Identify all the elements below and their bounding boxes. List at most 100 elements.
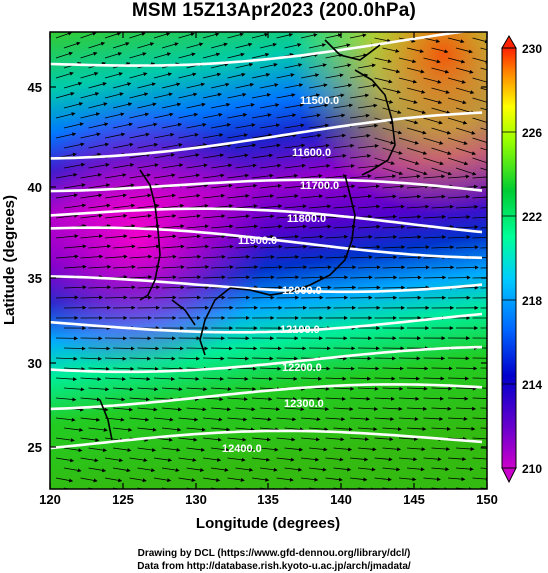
wind-arrow	[161, 203, 185, 209]
wind-arrow	[374, 275, 398, 280]
wind-arrow	[374, 255, 398, 260]
wind-arrow	[161, 467, 180, 473]
wind-arrow	[104, 295, 128, 300]
wind-arrow	[357, 406, 379, 411]
colorbar-tick-label: 214	[522, 378, 542, 392]
wind-arrow	[104, 52, 123, 59]
wind-arrow	[137, 366, 159, 371]
wind-arrow	[284, 447, 304, 452]
wind-arrow	[80, 417, 101, 422]
x-tick-label: 130	[185, 492, 207, 507]
wind-arrow	[202, 193, 226, 199]
wind-arrow	[63, 264, 87, 269]
wind-arrow	[227, 153, 249, 159]
wind-arrow	[480, 267, 487, 269]
wind-arrow	[308, 143, 330, 149]
wind-arrow	[55, 254, 79, 259]
wind-arrow	[276, 93, 296, 99]
wind-arrow	[259, 42, 277, 49]
wind-arrow	[251, 417, 272, 422]
wind-arrow	[251, 254, 275, 259]
wind-arrow	[382, 224, 406, 229]
wind-arrow	[308, 163, 331, 169]
wind-arrow	[80, 132, 101, 139]
wind-arrow	[153, 376, 176, 381]
wind-arrow	[88, 203, 111, 209]
wind-arrow	[357, 265, 381, 270]
wind-arrow	[63, 467, 82, 473]
wind-arrow	[63, 162, 86, 169]
wind-arrow	[349, 133, 371, 139]
wind-arrow	[276, 153, 298, 159]
wind-arrow	[398, 255, 422, 260]
wind-arrow	[104, 397, 126, 402]
wind-arrow	[88, 285, 112, 290]
wind-arrow	[300, 53, 319, 59]
wind-arrow	[227, 437, 247, 442]
wind-arrow	[284, 123, 305, 129]
plot-area	[50, 32, 487, 489]
wind-arrow	[227, 397, 248, 402]
wind-arrow	[455, 127, 476, 135]
wind-arrow	[137, 244, 161, 249]
wind-arrow	[63, 427, 84, 432]
wind-arrow	[398, 214, 422, 219]
wind-arrow	[227, 173, 250, 179]
wind-arrow	[374, 194, 397, 199]
wind-arrow	[423, 37, 441, 43]
wind-arrow	[447, 37, 465, 44]
wind-arrow	[104, 234, 128, 239]
wind-arrow	[210, 62, 229, 69]
wind-arrow	[88, 162, 110, 169]
wind-arrow	[161, 244, 185, 249]
wind-arrow	[259, 447, 279, 452]
wind-arrow	[210, 407, 232, 412]
wind-arrow	[153, 32, 171, 39]
wind-arrow	[227, 477, 245, 482]
wind-arrow	[178, 132, 199, 139]
wind-arrow	[80, 397, 101, 402]
wind-arrow	[431, 167, 453, 176]
wind-arrow	[88, 366, 110, 371]
wind-arrow	[104, 254, 128, 259]
wind-arrow	[227, 254, 251, 259]
wind-arrow	[423, 214, 446, 219]
wind-arrow	[210, 82, 230, 89]
wind-arrow	[406, 147, 428, 155]
wind-arrow	[431, 47, 449, 54]
height-contour-line	[50, 178, 483, 193]
wind-arrow	[300, 275, 324, 280]
wind-arrow	[259, 204, 283, 209]
contour-label: 12000.0	[282, 285, 322, 297]
wind-arrow	[447, 396, 469, 401]
wind-arrow	[202, 133, 224, 139]
wind-arrow	[480, 187, 487, 189]
wind-arrow	[276, 376, 298, 381]
wind-arrow	[382, 87, 401, 94]
wind-arrow	[333, 143, 355, 149]
wind-arrow	[210, 143, 232, 149]
wind-arrow	[382, 47, 400, 53]
wind-arrow	[161, 42, 179, 49]
wind-arrow	[480, 387, 487, 389]
wind-arrow	[88, 346, 111, 351]
wind-arrow	[112, 244, 136, 249]
wind-arrow	[382, 107, 402, 114]
x-tick-label: 145	[403, 492, 425, 507]
wind-arrow	[455, 406, 477, 411]
wind-arrow	[455, 87, 475, 95]
wind-arrow	[210, 183, 233, 189]
wind-arrow	[63, 102, 84, 109]
wind-arrow	[153, 457, 173, 462]
wind-arrow	[300, 437, 320, 442]
wind-arrow	[431, 245, 455, 250]
wind-arrow	[178, 153, 200, 159]
wind-arrow	[178, 234, 202, 239]
wind-arrow	[398, 174, 421, 179]
wind-arrow	[406, 184, 429, 189]
wind-arrow	[178, 72, 197, 79]
wind-arrow	[55, 213, 79, 219]
wind-arrow	[398, 416, 419, 421]
wind-arrow	[104, 457, 124, 463]
wind-arrow	[55, 397, 77, 402]
